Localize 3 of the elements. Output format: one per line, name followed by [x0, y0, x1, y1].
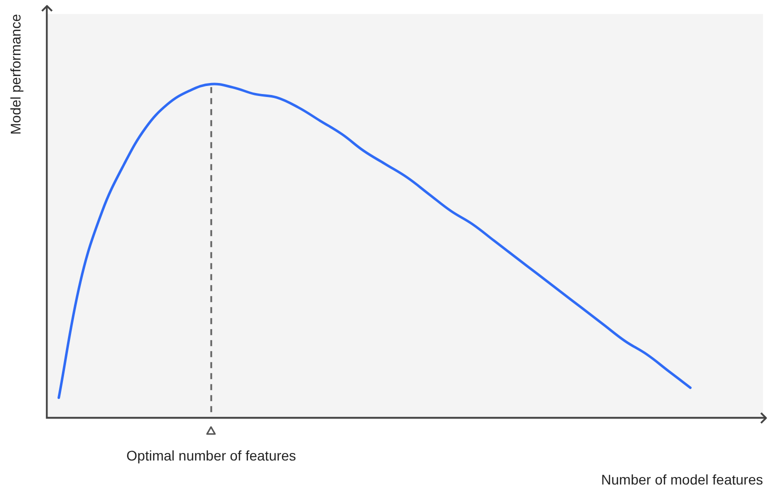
y-axis-title: Model performance [7, 14, 24, 135]
x-axis-title: Number of model features [601, 471, 763, 488]
text: Optimal number of features [126, 448, 296, 464]
